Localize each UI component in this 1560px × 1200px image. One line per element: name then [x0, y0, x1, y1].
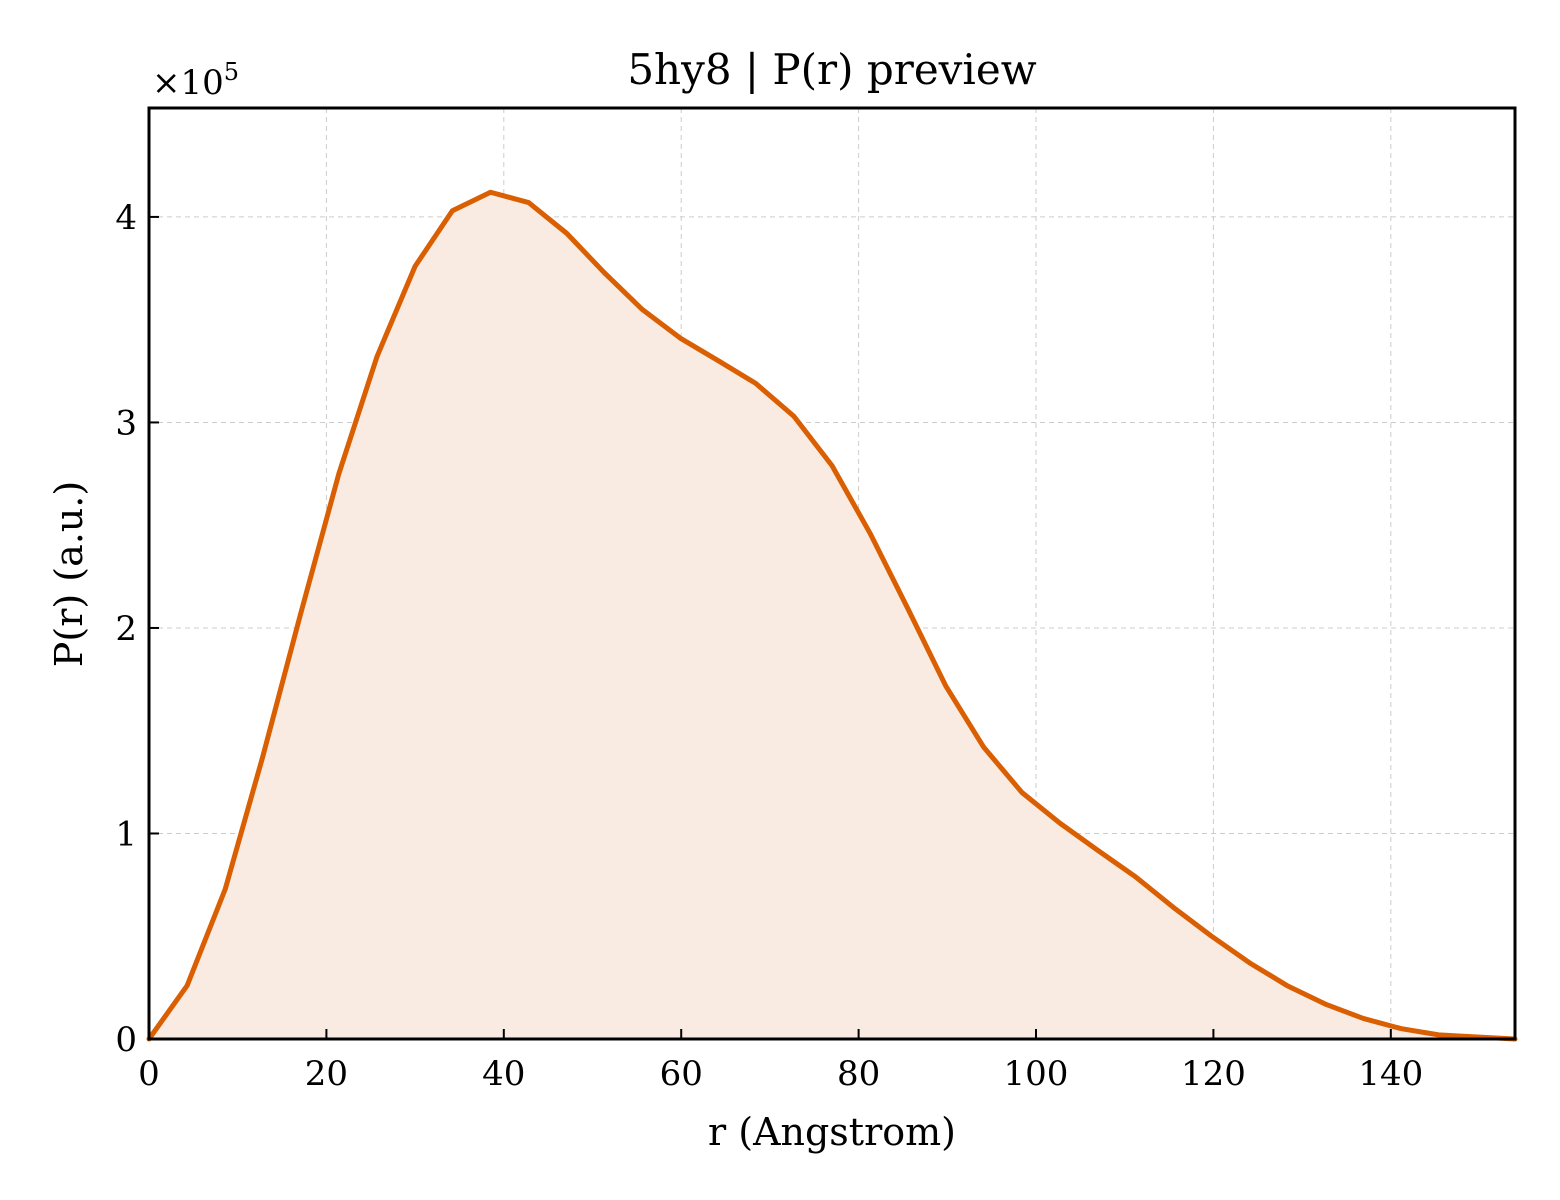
data-point	[640, 307, 644, 311]
y-axis-multiplier-base: ×10	[152, 63, 224, 103]
data-point	[1361, 1016, 1365, 1020]
data-point	[754, 381, 758, 385]
data-point	[1399, 1027, 1403, 1031]
y-tick-label: 4	[115, 198, 137, 238]
data-point	[830, 464, 834, 468]
data-point	[1095, 848, 1099, 852]
data-point	[868, 531, 872, 535]
data-point	[299, 612, 303, 616]
y-axis-multiplier-exponent: 5	[224, 58, 239, 86]
data-point	[1323, 1002, 1327, 1006]
data-point	[602, 270, 606, 274]
x-tick-label: 40	[482, 1054, 525, 1094]
tick-layer: 0 20 40 60 80 100 120 140 0 1 2 3 4	[115, 198, 1423, 1094]
data-point	[223, 887, 227, 891]
x-tick-label: 80	[837, 1054, 880, 1094]
x-tick-label: 0	[138, 1054, 160, 1094]
data-point	[1020, 790, 1024, 794]
y-tick-label: 2	[115, 609, 137, 649]
data-point	[1058, 821, 1062, 825]
data-point	[527, 201, 531, 205]
data-point	[982, 745, 986, 749]
data-point	[716, 359, 720, 363]
data-point	[1210, 934, 1214, 938]
x-tick-label: 120	[1181, 1054, 1246, 1094]
data-point	[185, 984, 189, 988]
data-point	[792, 414, 796, 418]
data-point	[678, 336, 682, 340]
data-point	[1172, 905, 1175, 909]
x-tick-label: 20	[305, 1054, 348, 1094]
data-point	[1133, 875, 1137, 879]
x-axis-label: r (Angstrom)	[708, 1110, 956, 1154]
x-tick-label: 60	[660, 1054, 703, 1094]
data-point	[489, 190, 492, 194]
y-tick-label: 3	[115, 403, 137, 443]
data-point	[337, 472, 341, 476]
plot-frame	[147, 106, 1517, 1041]
y-tick-label: 0	[115, 1020, 137, 1060]
data-point	[1248, 961, 1252, 965]
y-axis-label: P(r) (a.u.)	[47, 481, 91, 667]
data-point	[1285, 984, 1289, 988]
data-point	[450, 209, 454, 213]
series-area-fill	[149, 192, 1515, 1039]
data-point	[413, 264, 417, 268]
y-axis-multiplier: ×105	[152, 58, 239, 103]
data-point	[1437, 1033, 1441, 1037]
data-point	[906, 607, 910, 611]
x-tick-label: 140	[1358, 1054, 1423, 1094]
data-point	[944, 684, 948, 688]
x-tick-label: 100	[1004, 1054, 1069, 1094]
data-point	[565, 231, 569, 235]
data-point	[261, 755, 265, 759]
y-tick-label: 1	[115, 814, 137, 854]
chart-title: 5hy8 | P(r) preview	[627, 45, 1036, 94]
data-point	[375, 355, 379, 359]
